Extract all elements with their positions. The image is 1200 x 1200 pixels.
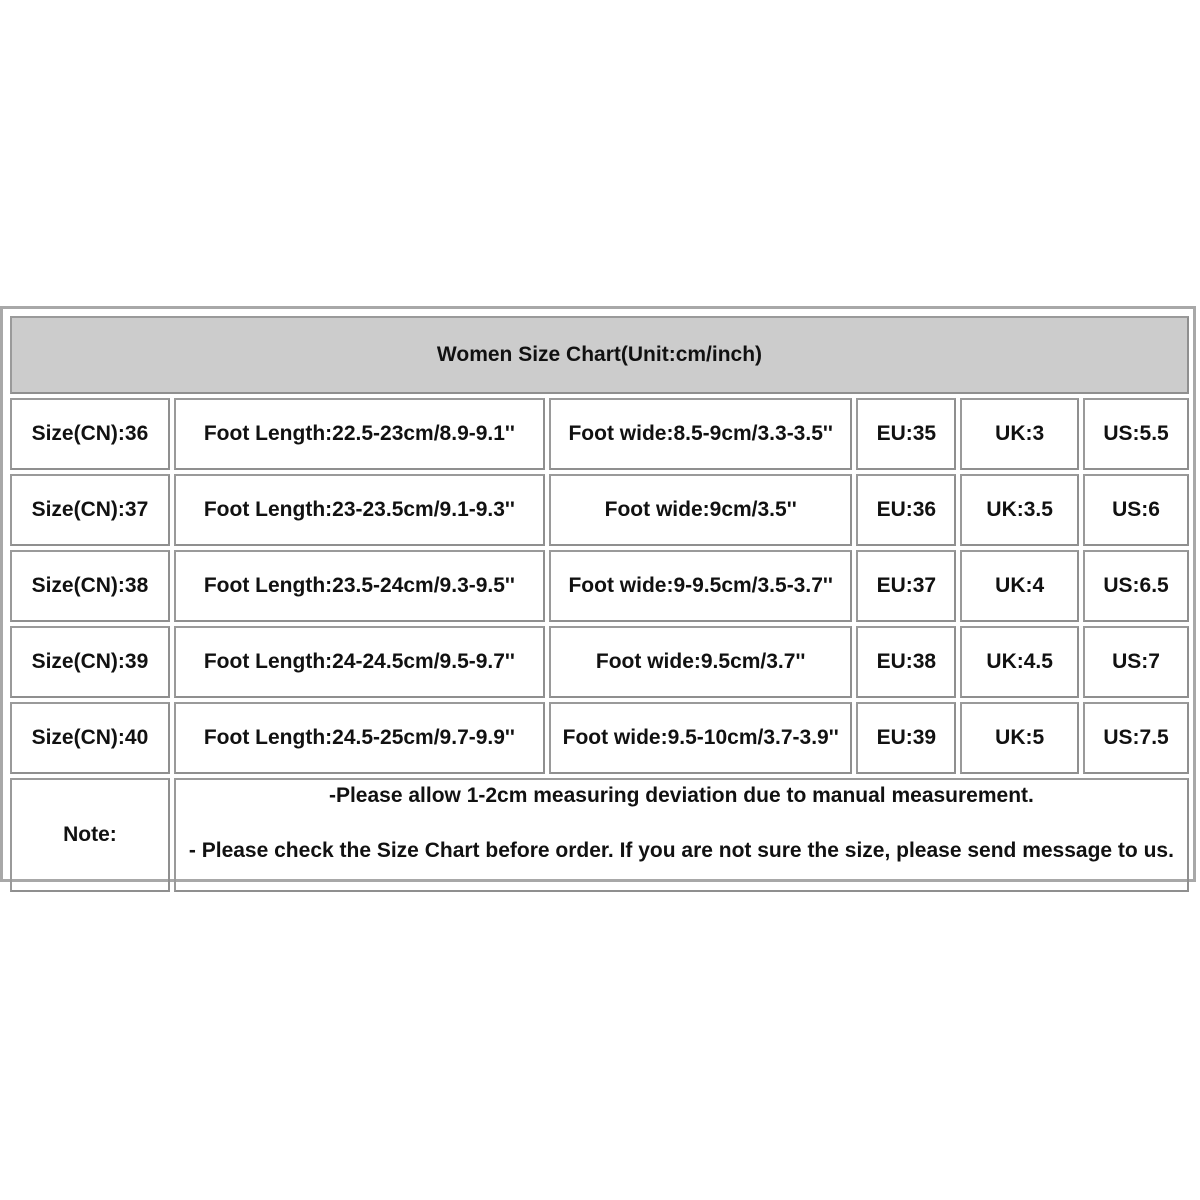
us-size-cell: US:7.5 [1083,702,1189,774]
foot-width-cell: Foot wide:9.5-10cm/3.7-3.9'' [548,702,853,774]
eu-size-cell: EU:37 [856,550,957,622]
foot-length-cell: Foot Length:23-23.5cm/9.1-9.3'' [173,474,545,546]
size-cn-cell: Size(CN):37 [10,474,170,546]
foot-length-cell: Foot Length:24-24.5cm/9.5-9.7'' [173,626,545,698]
note-text: -Please allow 1-2cm measuring deviation … [173,778,1189,892]
uk-size-cell: UK:4.5 [960,626,1080,698]
note-line-1: -Please allow 1-2cm measuring deviation … [328,784,1034,807]
size-cn-cell: Size(CN):36 [10,398,170,470]
foot-width-cell: Foot wide:9cm/3.5'' [548,474,853,546]
size-cn-cell: Size(CN):38 [10,550,170,622]
chart-title: Women Size Chart(Unit:cm/inch) [10,316,1189,394]
foot-width-cell: Foot wide:8.5-9cm/3.3-3.5'' [548,398,853,470]
us-size-cell: US:6.5 [1083,550,1189,622]
uk-size-cell: UK:4 [960,550,1080,622]
us-size-cell: US:6 [1083,474,1189,546]
table-row: Size(CN):38 Foot Length:23.5-24cm/9.3-9.5… [10,550,1189,622]
note-line-2: - Please check the Size Chart before ord… [188,839,1174,862]
us-size-cell: US:7 [1083,626,1189,698]
foot-width-cell: Foot wide:9-9.5cm/3.5-3.7'' [548,550,853,622]
eu-size-cell: EU:39 [856,702,957,774]
size-cn-cell: Size(CN):40 [10,702,170,774]
table-row: Size(CN):39 Foot Length:24-24.5cm/9.5-9.7… [10,626,1189,698]
uk-size-cell: UK:5 [960,702,1080,774]
table-row: Size(CN):36 Foot Length:22.5-23cm/8.9-9.1… [10,398,1189,470]
eu-size-cell: EU:35 [856,398,957,470]
eu-size-cell: EU:38 [856,626,957,698]
eu-size-cell: EU:36 [856,474,957,546]
table-row: Size(CN):40 Foot Length:24.5-25cm/9.7-9.9… [10,702,1189,774]
size-chart: Women Size Chart(Unit:cm/inch) Size(CN):… [0,306,1196,892]
size-cn-cell: Size(CN):39 [10,626,170,698]
uk-size-cell: UK:3 [960,398,1080,470]
table-row: Size(CN):37 Foot Length:23-23.5cm/9.1-9.3… [10,474,1189,546]
foot-length-cell: Foot Length:22.5-23cm/8.9-9.1'' [173,398,545,470]
us-size-cell: US:5.5 [1083,398,1189,470]
foot-length-cell: Foot Length:23.5-24cm/9.3-9.5'' [173,550,545,622]
uk-size-cell: UK:3.5 [960,474,1080,546]
foot-width-cell: Foot wide:9.5cm/3.7'' [548,626,853,698]
foot-length-cell: Foot Length:24.5-25cm/9.7-9.9'' [173,702,545,774]
size-chart-table: Women Size Chart(Unit:cm/inch) Size(CN):… [6,312,1193,896]
note-label: Note: [10,778,170,892]
